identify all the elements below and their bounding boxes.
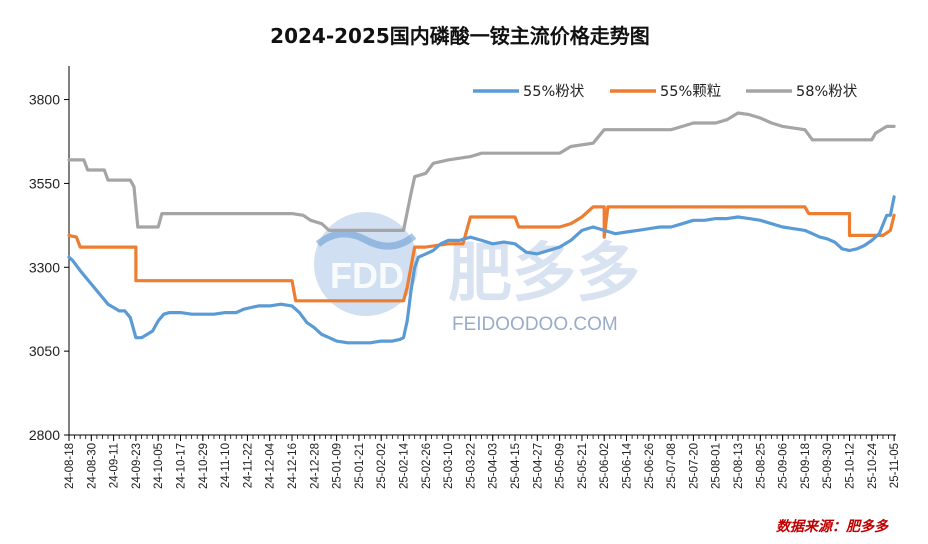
x-tick-label: 24-11-22 (242, 443, 254, 488)
x-tick-label: 25-09-30 (822, 443, 834, 489)
x-tick-label: 25-03-10 (443, 443, 455, 489)
y-tick-label: 2800 (29, 427, 60, 443)
x-tick-label: 24-08-18 (64, 443, 76, 489)
x-tick-label: 25-01-09 (332, 443, 344, 489)
x-tick-label: 25-02-26 (421, 443, 433, 489)
x-tick-label: 25-07-08 (666, 443, 678, 489)
x-tick-label: 25-04-27 (532, 443, 544, 489)
x-tick-label: 25-08-13 (733, 443, 745, 489)
x-tick-label: 25-06-02 (599, 443, 611, 489)
x-tick-label: 24-12-16 (287, 443, 299, 489)
watermark-url: FEIDOODOO.COM (452, 314, 618, 335)
series-line-3 (67, 111, 896, 232)
x-tick-label: 25-02-02 (376, 443, 388, 489)
x-tick-label: 25-06-14 (622, 442, 634, 489)
x-tick-label: 25-11-05 (889, 443, 901, 488)
x-tick-label: 25-04-15 (510, 443, 522, 489)
x-tick-label: 25-08-01 (711, 443, 723, 489)
x-tick-label: 24-12-28 (309, 443, 321, 489)
x-tick-label: 25-07-20 (688, 443, 700, 489)
y-tick-label: 3050 (29, 343, 60, 359)
x-tick-label: 25-08-25 (755, 443, 767, 489)
legend-label: 58%粉状 (796, 83, 858, 100)
legend-label: 55%颗粒 (660, 83, 721, 100)
axes: 2800 3050 3300 3550 3800 24-08-18 24-08-30 24-0… (29, 66, 901, 489)
series-line-1 (67, 195, 896, 345)
x-tick-label: 24-12-04 (265, 442, 277, 489)
x-tick-label: 25-10-24 (867, 442, 879, 489)
watermark-name: 肥多多 (448, 237, 640, 311)
x-tick-label: 25-06-26 (644, 443, 656, 489)
y-tick-label: 3550 (29, 175, 60, 191)
x-tick-label: 24-09-23 (131, 443, 143, 489)
x-tick-label: 24-10-29 (198, 443, 210, 489)
series-line-2 (67, 205, 896, 303)
watermark-logo-icon (314, 212, 418, 316)
x-tick-label: 25-05-09 (555, 443, 567, 489)
x-tick-label: 24-09-11 (109, 443, 121, 488)
x-tick-label: 25-04-03 (488, 443, 500, 489)
x-tick-label: 24-10-05 (153, 443, 165, 489)
x-tick-label: 25-10-12 (845, 443, 857, 489)
watermark: FDD 肥多多 FEIDOODOO.COM (314, 212, 640, 335)
series-lines (67, 111, 896, 345)
x-tick-label: 25-09-18 (800, 443, 812, 489)
legend-label: 55%粉状 (523, 83, 585, 100)
x-tick-label: 25-02-14 (399, 442, 411, 489)
legend: 55%粉状 55%颗粒 58%粉状 (473, 83, 858, 100)
x-tick-label: 24-08-30 (86, 443, 98, 489)
y-tick-label: 3800 (29, 92, 60, 108)
y-tick-label: 3300 (29, 259, 60, 275)
watermark-brand: FDD (330, 255, 404, 296)
x-tick-label: 25-09-06 (778, 443, 790, 489)
chart-title: 2024-2025国内磷酸一铵主流价格走势图 (270, 24, 650, 48)
data-source: 数据来源：肥多多 (776, 518, 889, 535)
x-tick-label: 25-01-21 (354, 443, 366, 489)
x-tick-label: 25-03-22 (465, 443, 477, 489)
x-tick-label: 25-05-21 (577, 443, 589, 489)
x-tick-label: 24-10-17 (176, 443, 188, 489)
watermark-wave-icon (315, 230, 417, 250)
x-tick-label: 24-11-10 (220, 443, 232, 488)
